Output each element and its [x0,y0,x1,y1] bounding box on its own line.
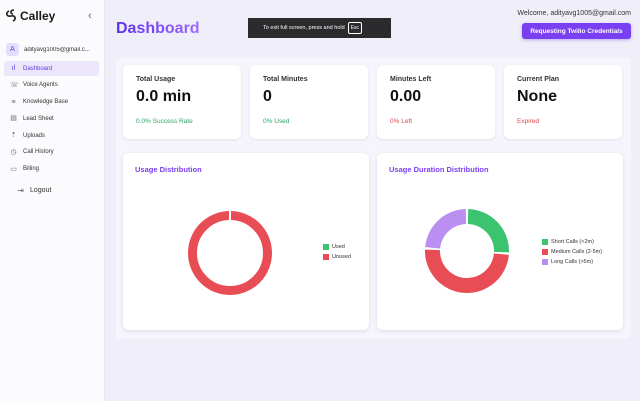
logout-icon: ⇥ [17,186,24,195]
donut-slice-short-calls-2m[interactable] [467,209,509,253]
esc-key: Esc [347,22,362,34]
sidebar-item-label: Uploads [23,132,46,139]
donut-start-gap [229,210,231,221]
stat-sub: Expired [517,118,540,125]
sidebar-item-dashboard[interactable]: ıl Dashboard [4,61,99,76]
logo[interactable]: Calley [6,9,55,23]
usage-duration-distribution-card: Usage Duration Distribution Short Calls … [377,153,623,330]
stat-label: Total Usage [136,76,176,83]
donut-slice-medium-calls-2-5m[interactable] [425,249,509,293]
welcome-text: Welcome, adityavg1005@gmail.com [517,10,631,17]
stat-card-minutes-left: Minutes Left 0.00 0% Left [377,65,495,139]
sidebar-item-label: Voice Agents [23,82,58,89]
legend-item: Used [323,242,351,252]
collapse-sidebar-icon[interactable]: ‹ [88,10,92,22]
sidebar-nav: ıl Dashboard ☏ Voice Agents ≡ Knowledge … [4,61,99,179]
avatar: A [6,43,19,56]
sheet-icon: ▤ [10,115,17,123]
legend-label: Used [332,244,345,250]
user-profile[interactable]: A adityavg1005@gmail.c... [6,42,99,57]
stat-sub: 0% Left [390,118,413,125]
legend-item: Short Calls (<2m) [542,237,602,247]
card-icon: ▭ [10,165,17,173]
stat-label: Total Minutes [263,76,308,83]
stat-value: 0 [263,88,272,105]
chart-legend: Used Unused [323,242,351,262]
legend-swatch [323,244,329,250]
legend-item: Unused [323,252,351,262]
legend-label: Medium Calls (2-5m) [551,249,603,255]
database-icon: ≡ [11,98,16,106]
donut-slice-unused[interactable] [188,211,272,295]
upload-icon: ⇡ [10,132,17,140]
sidebar-item-label: Dashboard [23,65,53,72]
stat-card-total-minutes: Total Minutes 0 0% Used [250,65,368,139]
chart-legend: Short Calls (<2m) Medium Calls (2-5m) Lo… [542,237,602,267]
phone-icon: ☏ [10,81,19,89]
chart-title: Usage Duration Distribution [389,165,489,174]
legend-swatch [542,259,548,265]
history-icon: ◷ [10,148,17,156]
sidebar-item-label: Lead Sheet [23,115,54,122]
usage-duration-distribution-chart [425,208,509,293]
calley-logo-icon [6,9,16,22]
legend-swatch [323,254,329,260]
sidebar-item-uploads[interactable]: ⇡ Uploads [4,128,99,143]
sidebar-item-call-history[interactable]: ◷ Call History [4,145,99,160]
user-email: adityavg1005@gmail.c... [24,46,90,53]
bar-chart-icon: ıl [11,65,16,72]
sidebar-item-knowledge-base[interactable]: ≡ Knowledge Base [4,95,99,110]
usage-distribution-card: Usage Distribution Used Unused [123,153,369,330]
stat-label: Current Plan [517,76,560,83]
stat-card-current-plan: Current Plan None Expired [504,65,622,139]
stat-value: 0.00 [390,88,422,105]
sidebar: Calley ‹ A adityavg1005@gmail.c... ıl Da… [0,0,105,401]
chart-title: Usage Distribution [135,165,202,174]
logout-button[interactable]: ⇥ Logout [17,186,52,195]
stat-sub: 0.0% Success Rate [136,118,193,125]
legend-label: Short Calls (<2m) [551,239,594,245]
app-name: Calley [20,9,56,23]
legend-item: Medium Calls (2-5m) [542,247,602,257]
request-twilio-credentials-button[interactable]: Requesting Twilio Credentials [522,23,631,39]
legend-swatch [542,249,548,255]
legend-label: Long Calls (>5m) [551,259,594,265]
sidebar-item-voice-agents[interactable]: ☏ Voice Agents [4,78,99,93]
logout-label: Logout [30,187,52,194]
page-title: Dashboard [116,20,200,37]
usage-distribution-chart [188,210,272,295]
legend-label: Unused [332,254,351,260]
fullscreen-text: To exit full screen, press and hold [263,25,345,31]
fullscreen-notice: To exit full screen, press and hold Esc [248,18,391,38]
legend-item: Long Calls (>5m) [542,257,602,267]
donut-slice-long-calls-5m[interactable] [425,209,467,249]
sidebar-item-label: Call History [23,149,54,156]
stat-label: Minutes Left [390,76,432,83]
legend-swatch [542,239,548,245]
stat-sub: 0% Used [263,118,290,125]
sidebar-item-lead-sheet[interactable]: ▤ Lead Sheet [4,111,99,126]
stat-value: None [517,88,557,105]
stat-card-total-usage: Total Usage 0.0 min 0.0% Success Rate [123,65,241,139]
stat-value: 0.0 min [136,88,192,105]
donut-start-gap [466,208,468,225]
sidebar-item-label: Billing [23,166,40,173]
sidebar-item-billing[interactable]: ▭ Billing [4,162,99,177]
sidebar-item-label: Knowledge Base [23,99,69,106]
